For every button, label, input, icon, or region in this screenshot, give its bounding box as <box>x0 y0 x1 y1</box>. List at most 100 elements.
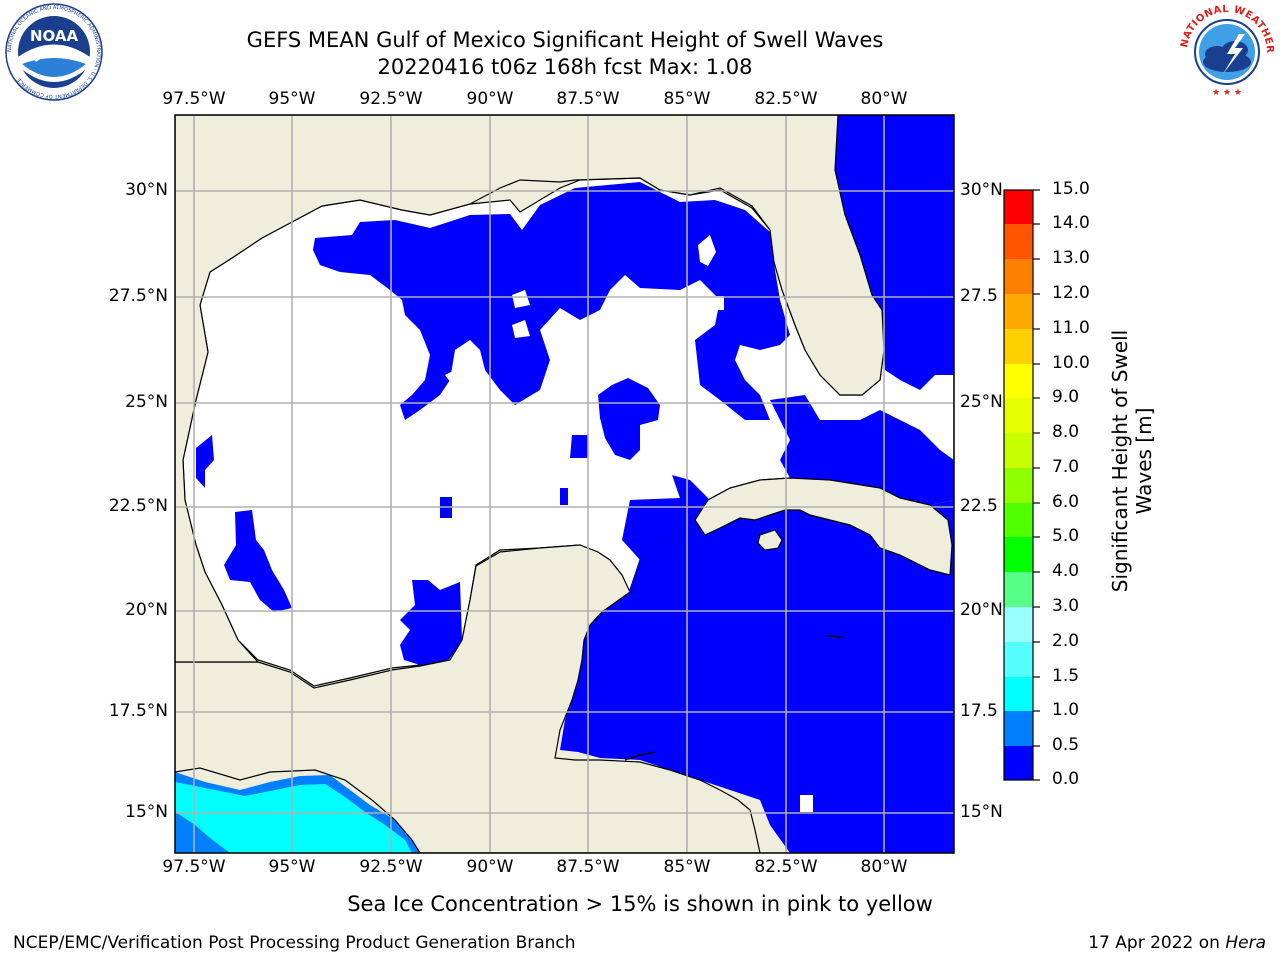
lat-label-left: 25°N <box>125 392 168 412</box>
white-hole-2 <box>512 320 530 338</box>
colorbar-band <box>1004 711 1033 747</box>
lon-label-bottom: 90°W <box>466 857 514 877</box>
lon-label-bottom: 92.5°W <box>359 857 423 877</box>
colorbar-tick-label: 8.0 <box>1052 422 1080 442</box>
colorbar-tick-label: 11.0 <box>1052 318 1090 338</box>
colorbar-band <box>1004 503 1033 538</box>
colorbar-tick-label: 12.0 <box>1052 283 1090 303</box>
colorbar-band <box>1004 190 1033 224</box>
lat-label-right: 25°N <box>960 392 1003 412</box>
lon-label-top: 90°W <box>466 89 514 109</box>
map-area <box>175 115 954 853</box>
lat-label-left: 27.5°N <box>108 286 168 306</box>
colorbar-tick-label: 1.5 <box>1052 666 1080 686</box>
swell-patch-north <box>313 182 790 420</box>
caribbean-water <box>560 478 954 853</box>
lat-label-right: 17.5 <box>960 701 998 721</box>
swell-patch-florida-strait <box>770 395 954 505</box>
colorbar-tick-label: 15.0 <box>1052 179 1090 199</box>
colorbar-tick-label: 7.0 <box>1052 457 1080 477</box>
lon-label-bottom: 82.5°W <box>754 857 818 877</box>
lat-label-right: 15°N <box>960 802 1003 822</box>
colorbar-band <box>1004 259 1033 295</box>
swell-patch-bay <box>400 580 462 665</box>
lon-label-top: 87.5°W <box>556 89 620 109</box>
colorbar-tick-label: 13.0 <box>1052 248 1090 268</box>
colorbar-tick-label: 0.0 <box>1052 769 1080 789</box>
graticule <box>175 115 954 853</box>
lon-label-top: 92.5°W <box>359 89 423 109</box>
swell-patch-yucatan <box>622 475 712 560</box>
colorbar-title-line2: Waves [m] <box>1132 407 1156 515</box>
coastline-mexico-west <box>175 115 885 663</box>
lon-label-bottom: 87.5°W <box>556 857 620 877</box>
coastline-central-america <box>175 544 761 853</box>
colorbar-band <box>1004 642 1033 678</box>
white-hole-7 <box>800 795 813 812</box>
swell-patch-west2 <box>196 435 214 488</box>
lat-label-left: 17.5°N <box>108 701 168 721</box>
map-frame <box>174 114 955 854</box>
colorbar-tick-label: 0.5 <box>1052 735 1080 755</box>
atlantic-water <box>835 115 954 390</box>
pacific-swell-cyan <box>175 782 412 853</box>
lat-label-right: 20°N <box>960 600 1003 620</box>
white-hole-1 <box>512 290 530 308</box>
lon-label-bottom: 95°W <box>268 857 316 877</box>
colorbar-tick-label: 9.0 <box>1052 387 1080 407</box>
lat-label-left: 30°N <box>125 180 168 200</box>
nws-logo: NATIONAL WEATHER SERVICE ★ ★ ★ <box>1173 0 1277 102</box>
lon-label-top: 82.5°W <box>754 89 818 109</box>
colorbar-title: Significant Height of Swell Waves [m] <box>1108 241 1156 681</box>
coastline-jamaica <box>757 529 783 551</box>
lon-label-top: 85°W <box>663 89 711 109</box>
noaa-logo: NOAA NATIONAL OCEANIC AND ATMOSPHERIC AD… <box>4 2 104 102</box>
lon-label-bottom: 85°W <box>663 857 711 877</box>
lon-label-bottom: 97.5°W <box>162 857 226 877</box>
footer-host: Hera <box>1225 933 1266 953</box>
lat-label-left: 20°N <box>125 600 168 620</box>
colorbar-band <box>1004 468 1033 504</box>
colorbar-tick-label: 4.0 <box>1052 561 1080 581</box>
colorbar-frame <box>1003 189 1034 781</box>
colorbar <box>1003 189 1040 781</box>
lat-label-left: 15°N <box>125 802 168 822</box>
colorbar-tick-label: 6.0 <box>1052 492 1080 512</box>
colorbar-band <box>1004 224 1033 260</box>
colorbar-tick-label: 5.0 <box>1052 526 1080 546</box>
colorbar-tick-label: 14.0 <box>1052 213 1090 233</box>
chart-subtitle: 20220416 t06z 168h fcst Max: 1.08 <box>377 55 753 79</box>
colorbar-tick-label: 3.0 <box>1052 596 1080 616</box>
lon-label-top: 80°W <box>860 89 908 109</box>
lon-label-bottom: 80°W <box>860 857 908 877</box>
colorbar-band <box>1004 294 1033 330</box>
swell-patch-east <box>598 378 660 460</box>
white-hole-4 <box>712 296 724 310</box>
white-hole-6 <box>432 415 455 445</box>
colorbar-band <box>1004 537 1033 573</box>
colorbar-title-line1: Significant Height of Swell <box>1108 329 1132 593</box>
swell-patch-mid <box>570 435 588 458</box>
sea-ice-note: Sea Ice Concentration > 15% is shown in … <box>347 892 933 916</box>
colorbar-tick-label: 1.0 <box>1052 700 1080 720</box>
colorbar-band <box>1004 398 1033 434</box>
colorbar-band <box>1004 746 1033 781</box>
colorbar-band <box>1004 607 1033 643</box>
lat-label-right: 27.5 <box>960 286 998 306</box>
island-2 <box>827 635 843 638</box>
svg-text:★ ★ ★: ★ ★ ★ <box>1212 88 1242 98</box>
lat-label-right: 22.5 <box>960 496 998 516</box>
chart-title: GEFS MEAN Gulf of Mexico Significant Hei… <box>246 28 884 52</box>
lon-label-top: 95°W <box>268 89 316 109</box>
pacific-swell-blue <box>175 812 220 853</box>
colorbar-band <box>1004 572 1033 608</box>
lat-label-right: 30°N <box>960 180 1003 200</box>
colorbar-band <box>1004 677 1033 712</box>
colorbar-band <box>1004 329 1033 365</box>
footer-date: 17 Apr 2022 on Hera <box>1088 933 1266 953</box>
colorbar-band <box>1004 364 1033 399</box>
white-hole-3 <box>698 235 716 266</box>
colorbar-tick-label: 10.0 <box>1052 353 1090 373</box>
footer-credit: NCEP/EMC/Verification Post Processing Pr… <box>13 933 576 953</box>
